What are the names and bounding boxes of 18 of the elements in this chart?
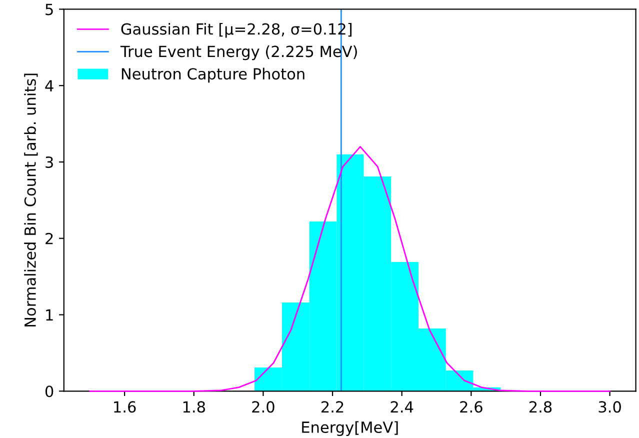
x-tick-label: 2.0 [252,401,274,413]
x-tick-label: 1.6 [114,401,136,413]
x-axis-title: Energy[MeV] [302,421,398,436]
x-tick-label: 2.2 [321,401,344,412]
y-tick-label: 5 [46,4,53,16]
legend-label: Neutron Capture Photon [122,68,304,83]
x-tick-label: 1.8 [183,401,205,413]
y-tick-label: 3 [46,156,53,168]
x-tick-label: 2.4 [390,401,414,412]
y-axis-title: Normalized Bin Count [arb. units] [24,74,38,326]
x-tick-label: 2.8 [529,401,552,413]
y-tick-label: 1 [46,309,53,321]
y-tick-label: 2 [46,232,53,244]
y-tick-label: 0 [45,386,54,398]
x-tick-label: 3.0 [598,401,621,413]
y-tick-label: 4 [45,80,54,92]
x-tick-label: 2.6 [460,401,482,413]
line-series [89,146,611,392]
